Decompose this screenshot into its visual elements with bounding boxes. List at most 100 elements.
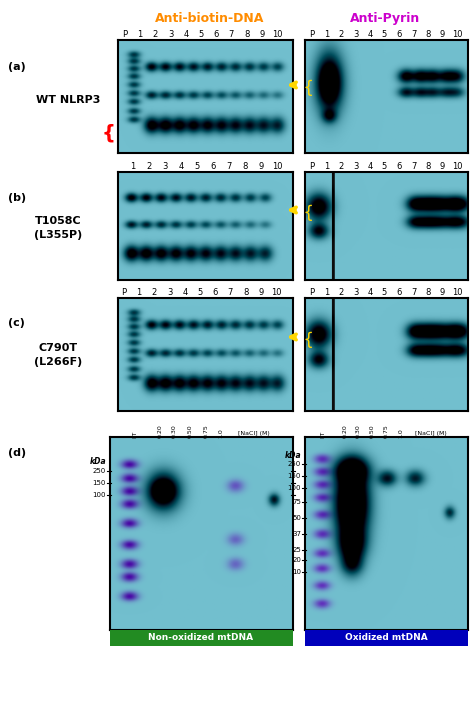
Text: C790T
(L266F): C790T (L266F) <box>34 343 82 367</box>
Text: P: P <box>310 162 315 171</box>
Text: 3: 3 <box>167 288 172 297</box>
Text: 1: 1 <box>324 30 329 39</box>
Text: 250: 250 <box>93 468 106 474</box>
Text: 50: 50 <box>292 515 301 521</box>
Text: 9: 9 <box>440 288 445 297</box>
Text: P: P <box>310 30 315 39</box>
Text: 150: 150 <box>288 473 301 479</box>
Text: 5: 5 <box>382 30 387 39</box>
Text: [NaCl] (M): [NaCl] (M) <box>415 431 447 436</box>
Text: 2: 2 <box>146 162 152 171</box>
Text: 7: 7 <box>226 162 232 171</box>
Text: 1: 1 <box>130 162 136 171</box>
Text: 4: 4 <box>183 30 189 39</box>
Text: 0.50: 0.50 <box>370 424 375 438</box>
Text: FT: FT <box>132 430 137 438</box>
Text: 6: 6 <box>210 162 216 171</box>
Text: 10: 10 <box>271 288 281 297</box>
Text: 9: 9 <box>258 288 264 297</box>
Text: 2: 2 <box>152 288 157 297</box>
Text: 4: 4 <box>367 162 373 171</box>
Text: 0.20: 0.20 <box>343 424 348 438</box>
Text: 37: 37 <box>292 531 301 537</box>
Text: 4: 4 <box>367 288 373 297</box>
Text: 10: 10 <box>452 288 462 297</box>
Text: 2: 2 <box>338 30 344 39</box>
Text: 4: 4 <box>367 30 373 39</box>
Text: 10: 10 <box>272 30 282 39</box>
Text: 1: 1 <box>137 30 143 39</box>
Text: 75: 75 <box>292 499 301 505</box>
Text: 4: 4 <box>182 288 187 297</box>
Text: 3: 3 <box>353 30 358 39</box>
Text: (a): (a) <box>8 62 26 72</box>
Text: 2: 2 <box>153 30 158 39</box>
Text: Oxidized mtDNA: Oxidized mtDNA <box>345 634 428 643</box>
Text: Anti-Pyrin: Anti-Pyrin <box>350 12 420 25</box>
Text: 10: 10 <box>292 569 301 575</box>
Text: 250: 250 <box>288 461 301 467</box>
Text: (b): (b) <box>8 193 26 203</box>
Text: 6: 6 <box>396 162 401 171</box>
Text: FT: FT <box>320 430 325 438</box>
Text: }: } <box>299 76 310 94</box>
Text: 6: 6 <box>213 30 219 39</box>
Text: 1: 1 <box>324 288 329 297</box>
Text: 1.0: 1.0 <box>398 428 403 438</box>
Text: 5: 5 <box>382 162 387 171</box>
Text: kDa: kDa <box>284 451 301 459</box>
Text: kDa: kDa <box>90 456 106 465</box>
Text: 1: 1 <box>324 162 329 171</box>
Text: T1058C
(L355P): T1058C (L355P) <box>34 217 82 240</box>
Text: 9: 9 <box>258 162 264 171</box>
Text: 0.50: 0.50 <box>188 424 193 438</box>
Text: Non-oxidized mtDNA: Non-oxidized mtDNA <box>148 634 254 643</box>
Text: 0.30: 0.30 <box>172 424 177 438</box>
Text: 10: 10 <box>272 162 282 171</box>
Text: 7: 7 <box>228 288 233 297</box>
Text: WT NLRP3: WT NLRP3 <box>36 95 100 105</box>
Text: }: } <box>299 328 310 346</box>
Text: }: } <box>299 201 310 219</box>
Text: 0.75: 0.75 <box>384 424 389 438</box>
Text: 7: 7 <box>229 30 234 39</box>
Text: 20: 20 <box>292 557 301 563</box>
Text: (c): (c) <box>8 318 25 328</box>
Text: 3: 3 <box>353 288 358 297</box>
Text: 2: 2 <box>338 288 344 297</box>
Bar <box>110 630 293 646</box>
Text: 7: 7 <box>411 30 416 39</box>
Text: 9: 9 <box>440 162 445 171</box>
Text: 4: 4 <box>178 162 183 171</box>
Text: {: { <box>101 123 115 142</box>
Text: 9: 9 <box>440 30 445 39</box>
Text: P: P <box>121 288 127 297</box>
Text: 5: 5 <box>197 288 202 297</box>
Text: 8: 8 <box>425 288 431 297</box>
Text: 8: 8 <box>425 30 431 39</box>
Text: (d): (d) <box>8 448 26 458</box>
Text: 6: 6 <box>396 288 401 297</box>
Text: 10: 10 <box>452 162 462 171</box>
Text: 0.30: 0.30 <box>356 424 361 438</box>
Text: 5: 5 <box>194 162 200 171</box>
Text: 100: 100 <box>92 492 106 498</box>
Text: 6: 6 <box>396 30 401 39</box>
Text: 9: 9 <box>259 30 264 39</box>
Text: 150: 150 <box>92 480 106 486</box>
Text: 100: 100 <box>288 485 301 491</box>
Text: 5: 5 <box>382 288 387 297</box>
Text: Anti-biotin-DNA: Anti-biotin-DNA <box>155 12 264 25</box>
Text: 7: 7 <box>411 162 416 171</box>
Text: 3: 3 <box>168 30 173 39</box>
Text: 0.20: 0.20 <box>158 424 163 438</box>
Text: [NaCl] (M): [NaCl] (M) <box>238 431 270 436</box>
Text: 6: 6 <box>212 288 218 297</box>
Text: 3: 3 <box>353 162 358 171</box>
Bar <box>305 630 468 646</box>
Text: 5: 5 <box>199 30 204 39</box>
Text: 0.75: 0.75 <box>204 424 209 438</box>
Text: 1: 1 <box>137 288 142 297</box>
Text: 3: 3 <box>162 162 168 171</box>
Text: 1.0: 1.0 <box>218 428 223 438</box>
